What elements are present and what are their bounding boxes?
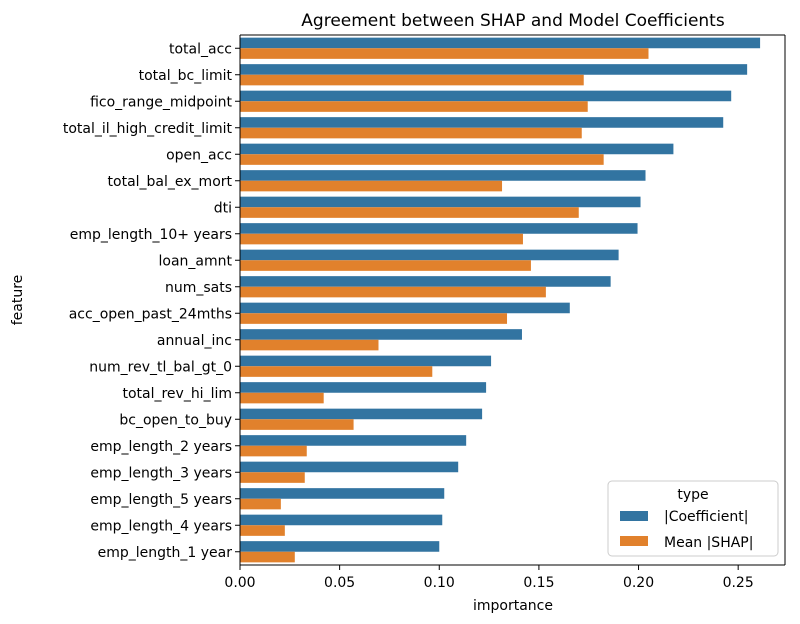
bar-mean-shap-emp-length-4-years — [240, 525, 285, 536]
bar-mean-shap-num-sats — [240, 286, 546, 298]
bar-mean-shap-bc-open-to-buy — [240, 419, 354, 430]
axes-frame — [239, 34, 786, 566]
bar-coefficient-total-bal-ex-mort — [240, 170, 646, 181]
bar-mean-shap-emp-length-2-years — [240, 445, 307, 457]
bar-coefficient-emp-length-4-years — [240, 514, 443, 526]
y-tick-label: emp_length_4 years — [90, 518, 232, 534]
chart-title: Agreement between SHAP and Model Coeffic… — [301, 11, 725, 31]
bar-coefficient-emp-length-10-years — [240, 223, 638, 234]
x-axis-ticks: 0.00 0.05 0.10 0.15 0.20 0.25 — [224, 565, 754, 591]
y-tick-label: emp_length_3 years — [90, 465, 232, 481]
y-tick-label: num_sats — [165, 280, 232, 296]
bar-coefficient-total-rev-hi-lim — [240, 382, 487, 393]
legend-title: type — [677, 487, 708, 503]
bar-mean-shap-loan-amnt — [240, 260, 531, 271]
x-tick-label: 0.10 — [424, 575, 455, 591]
y-tick-label: total_acc — [169, 41, 232, 57]
x-tick-label: 0.25 — [723, 575, 754, 591]
y-tick-label: emp_length_5 years — [90, 492, 232, 508]
bar-coefficient-total-il-high-credit-limit — [240, 117, 724, 128]
y-tick-label: emp_length_10+ years — [70, 227, 232, 243]
bar-coefficient-fico-range-midpoint — [240, 90, 732, 102]
x-tick-label: 0.20 — [623, 575, 654, 591]
bar-mean-shap-dti — [240, 207, 579, 218]
bar-coefficient-total-bc-limit — [240, 64, 748, 75]
bar-mean-shap-total-bal-ex-mort — [240, 180, 503, 192]
bar-mean-shap-acc-open-past-24mths — [240, 313, 508, 324]
bar-mean-shap-emp-length-5-years — [240, 498, 281, 510]
bar-mean-shap-annual-inc — [240, 339, 379, 351]
bar-mean-shap-emp-length-1-year — [240, 551, 295, 563]
bar-coefficient-emp-length-1-year — [240, 541, 440, 552]
bar-mean-shap-fico-range-midpoint — [240, 101, 588, 112]
bar-coefficient-emp-length-3-years — [240, 461, 459, 473]
y-axis-label: feature — [10, 275, 26, 326]
x-tick-label: 0.15 — [523, 575, 554, 591]
bar-mean-shap-total-acc — [240, 48, 649, 59]
y-tick-label: total_bc_limit — [139, 68, 233, 84]
y-tick-label: total_bal_ex_mort — [108, 174, 233, 190]
bar-coefficient-acc-open-past-24mths — [240, 302, 570, 314]
y-tick-label: open_acc — [166, 147, 232, 163]
y-axis-ticks: total_acc total_bc_limit fico_range_midpoi… — [63, 41, 240, 561]
bar-mean-shap-num-rev-tl-bal-gt-0 — [240, 366, 433, 377]
legend-label-coefficient: |Coefficient| — [664, 509, 749, 525]
bar-coefficient-loan-amnt — [240, 249, 619, 261]
x-tick-label: 0.05 — [324, 575, 355, 591]
bar-mean-shap-total-rev-hi-lim — [240, 392, 324, 404]
bar-coefficient-num-rev-tl-bal-gt-0 — [240, 355, 492, 367]
bar-coefficient-num-sats — [240, 276, 611, 287]
y-tick-label: annual_inc — [157, 333, 232, 349]
y-tick-label: acc_open_past_24mths — [69, 306, 232, 322]
bar-coefficient-open-acc — [240, 143, 674, 155]
x-tick-label: 0.00 — [224, 575, 255, 591]
bar-mean-shap-emp-length-10-years — [240, 233, 523, 245]
x-axis-label: importance — [473, 598, 553, 614]
y-tick-label: bc_open_to_buy — [119, 412, 232, 428]
bar-coefficient-emp-length-5-years — [240, 488, 445, 499]
bar-mean-shap-open-acc — [240, 154, 604, 165]
y-tick-label: total_rev_hi_lim — [122, 386, 232, 402]
bar-coefficient-dti — [240, 196, 641, 208]
legend-swatch-shap — [620, 536, 648, 546]
bar-coefficient-annual-inc — [240, 329, 522, 340]
legend: type |Coefficient| Mean |SHAP| — [607, 480, 779, 557]
y-tick-label: num_rev_tl_bal_gt_0 — [89, 359, 232, 375]
legend-frame — [607, 480, 779, 557]
y-tick-label: loan_amnt — [159, 253, 233, 269]
y-tick-label: emp_length_2 years — [90, 439, 232, 455]
y-tick-label: dti — [214, 200, 232, 216]
bars — [240, 37, 761, 563]
bar-coefficient-total-acc — [240, 37, 761, 49]
bar-coefficient-emp-length-2-years — [240, 435, 467, 446]
legend-swatch-coefficient — [620, 511, 648, 521]
y-tick-label: total_il_high_credit_limit — [63, 121, 233, 137]
bar-mean-shap-emp-length-3-years — [240, 472, 305, 483]
bar-mean-shap-total-bc-limit — [240, 74, 584, 86]
bar-coefficient-bc-open-to-buy — [240, 408, 483, 420]
y-tick-label: emp_length_1 year — [98, 545, 233, 561]
bar-mean-shap-total-il-high-credit-limit — [240, 127, 582, 139]
y-tick-label: fico_range_midpoint — [90, 94, 232, 110]
legend-label-shap: Mean |SHAP| — [664, 535, 753, 551]
